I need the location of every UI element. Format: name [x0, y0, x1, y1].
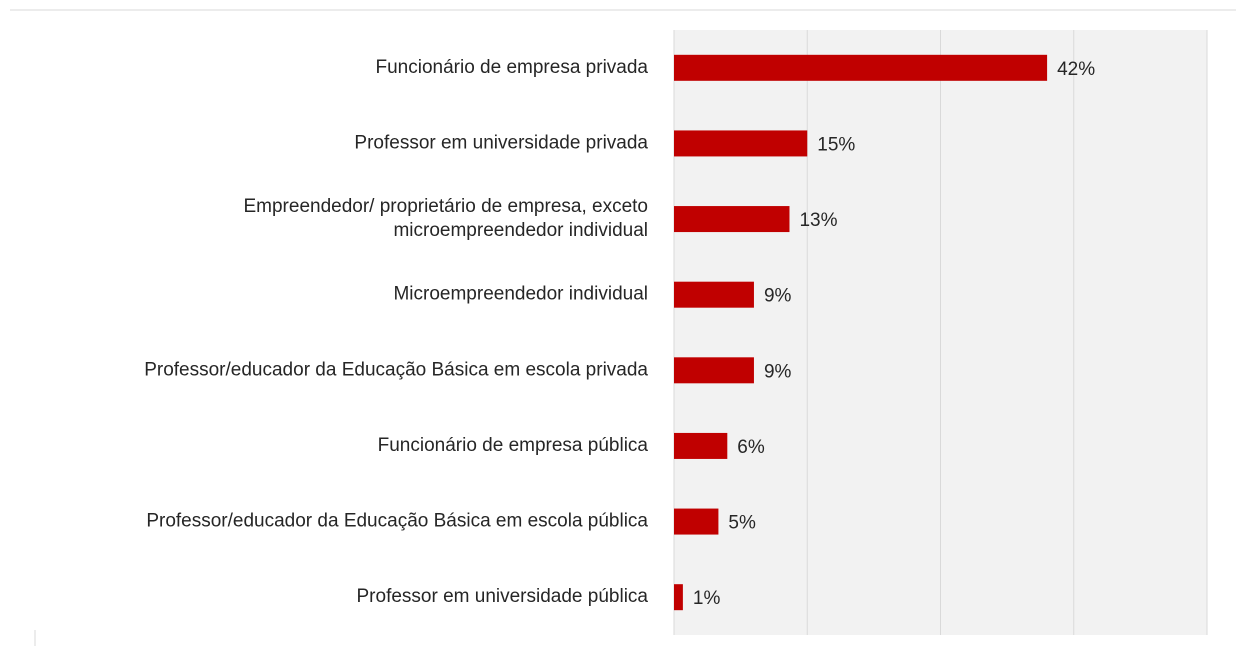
category-label: Professor/educador da Educação Básica em…	[146, 511, 648, 532]
data-label: 9%	[764, 286, 792, 307]
data-label: 5%	[728, 513, 756, 534]
bar	[674, 54, 1048, 81]
bar	[674, 584, 683, 611]
category-label: Professor/educador da Educação Básica em…	[144, 359, 648, 380]
bar	[674, 130, 808, 157]
data-label: 6%	[737, 437, 765, 458]
data-label: 1%	[693, 588, 721, 609]
data-label: 9%	[764, 361, 792, 382]
data-label: 13%	[799, 210, 837, 231]
bar	[674, 508, 719, 535]
bar	[674, 357, 754, 384]
category-label: Microempreendedor individual	[393, 284, 648, 305]
bar	[674, 206, 790, 233]
data-label: 15%	[817, 134, 855, 155]
bar	[674, 281, 754, 308]
bar	[674, 432, 728, 459]
category-label: Professor em universidade privada	[354, 132, 648, 153]
category-label: Professor em universidade pública	[357, 586, 649, 607]
data-label: 42%	[1057, 59, 1095, 80]
category-label: Funcionário de empresa pública	[378, 435, 649, 456]
category-label: Empreendedor/ proprietário de empresa, e…	[243, 196, 648, 241]
category-label: Funcionário de empresa privada	[376, 57, 649, 78]
